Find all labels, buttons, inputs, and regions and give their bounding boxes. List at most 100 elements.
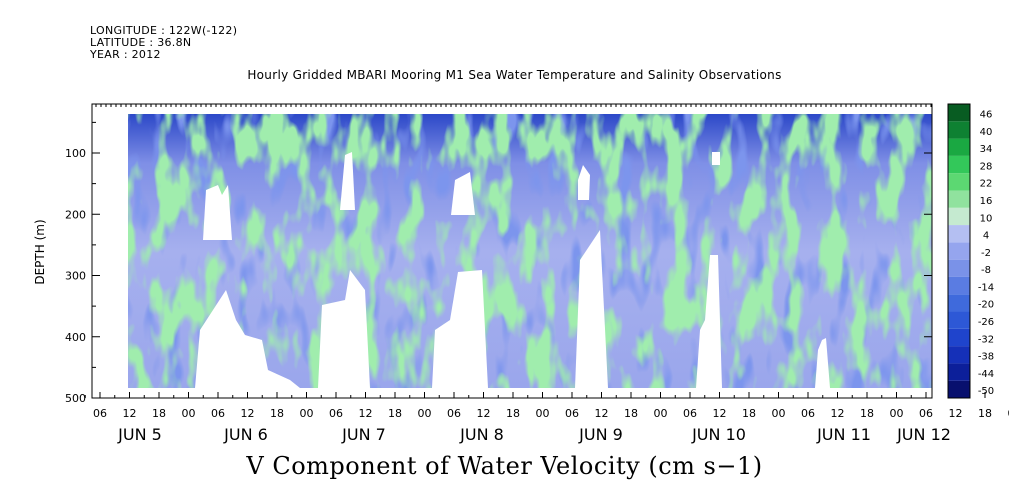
y-tick-label: 300 <box>65 270 86 283</box>
colorbar-label: -8 <box>981 265 991 276</box>
colorbar-swatch <box>948 207 970 226</box>
colorbar-swatch <box>948 259 970 277</box>
missing-data-region <box>815 338 830 388</box>
missing-data-region <box>696 255 722 388</box>
x-hour-label: 12 <box>123 407 137 420</box>
x-hour-label: 06 <box>801 407 815 420</box>
colorbar-label: 34 <box>980 144 993 155</box>
colorbar-label: -20 <box>978 300 994 311</box>
colorbar-swatch <box>948 121 970 139</box>
x-hour-label: 18 <box>506 407 520 420</box>
x-hour-label: 12 <box>831 407 845 420</box>
x-hour-label: 00 <box>654 407 668 420</box>
latitude-label: LATITUDE : 36.8N <box>90 36 192 49</box>
missing-data-region <box>195 290 300 388</box>
x-hour-label: 12 <box>241 407 255 420</box>
colorbar-swatch <box>948 225 970 243</box>
longitude-label: LONGITUDE : 122W(-122) <box>90 24 238 37</box>
x-day-label: JUN 7 <box>341 425 386 444</box>
missing-data-region <box>432 270 488 388</box>
colorbar-label: 4 <box>983 231 989 242</box>
x-hour-label: 18 <box>270 407 284 420</box>
x-day-label: JUN 12 <box>896 425 951 444</box>
x-hour-label: 12 <box>359 407 373 420</box>
colorbar-label: 10 <box>980 213 993 224</box>
colorbar: 46 40 34 28 22 16 10 4 -2 -8 -14 -20 -26 -32 -38 -44 -50 <box>947 103 994 399</box>
x-hour-label: 06 <box>919 407 933 420</box>
x-hour-label: 18 <box>152 407 166 420</box>
missing-data-region <box>451 172 475 215</box>
colorbar-label: 16 <box>980 196 993 207</box>
colorbar-swatch <box>948 328 970 347</box>
x-day-label: JUN 9 <box>578 425 623 444</box>
y-tick-label: 400 <box>65 331 86 344</box>
x-hour-label: 06 <box>683 407 697 420</box>
x-hour-label: 18 <box>742 407 756 420</box>
x-day-label: JUN 8 <box>459 425 504 444</box>
x-hour-label: 00 <box>418 407 432 420</box>
missing-data-region <box>712 152 720 165</box>
colorbar-swatch <box>948 104 970 122</box>
x-hour-label: 06 <box>329 407 343 420</box>
x-hour-label: 12 <box>595 407 609 420</box>
x-hour-label: 06 <box>447 407 461 420</box>
x-hour-label: 12 <box>949 407 963 420</box>
x-hour-label: 18 <box>978 407 992 420</box>
y-axis-label: DEPTH (m) <box>33 219 47 284</box>
x-hour-label: 06 <box>565 407 579 420</box>
missing-data-region <box>340 152 355 210</box>
chart-title: Hourly Gridded MBARI Mooring M1 Sea Wate… <box>247 68 782 82</box>
colorbar-label: -50 <box>978 386 994 397</box>
year-label: YEAR : 2012 <box>90 48 161 61</box>
colorbar-swatch <box>948 190 970 208</box>
x-hour-label: 00 <box>182 407 196 420</box>
x-axis-title: V Component of Water Velocity (cm s−1) <box>246 452 763 480</box>
x-hour-label: 12 <box>713 407 727 420</box>
x-hour-label: 00 <box>772 407 786 420</box>
colorbar-label: -2 <box>981 248 991 259</box>
x-hour-label: 12 <box>477 407 491 420</box>
x-hour-label: 00 <box>300 407 314 420</box>
colorbar-swatch <box>948 173 970 191</box>
colorbar-label: -32 <box>978 334 994 345</box>
colorbar-swatch <box>948 294 970 312</box>
colorbar-label: 40 <box>980 127 993 138</box>
colorbar-swatch <box>948 380 970 398</box>
colorbar-swatch <box>948 346 970 364</box>
y-tick-label: 100 <box>65 147 86 160</box>
missing-data-gaps <box>92 104 932 398</box>
missing-data-region <box>318 270 370 388</box>
colorbar-label: -14 <box>978 282 994 293</box>
colorbar-label: 22 <box>980 179 993 190</box>
x-hour-label: 18 <box>860 407 874 420</box>
missing-data-region <box>92 104 128 398</box>
y-tick-label: 500 <box>65 392 86 405</box>
missing-data-region <box>578 165 590 200</box>
x-hour-label: 06 <box>93 407 107 420</box>
colorbar-label: -38 <box>978 352 994 363</box>
x-day-label: JUN 6 <box>223 425 268 444</box>
x-day-label: JUN 5 <box>117 425 162 444</box>
colorbar-label: 28 <box>980 161 993 172</box>
missing-data-region <box>203 185 232 240</box>
y-tick-label: 200 <box>65 208 86 221</box>
x-day-label: JUN 10 <box>691 425 746 444</box>
colorbar-swatch <box>948 138 970 156</box>
x-day-label: JUN 11 <box>816 425 871 444</box>
x-hour-label: 18 <box>388 407 402 420</box>
missing-data-region <box>128 388 932 398</box>
colorbar-swatch <box>948 155 970 174</box>
plot-frame <box>91 103 933 399</box>
x-hour-label: 06 <box>211 407 225 420</box>
x-hour-label: 18 <box>624 407 638 420</box>
colorbar-frame <box>947 103 971 399</box>
colorbar-label: -44 <box>978 369 994 380</box>
colorbar-label: 46 <box>980 110 993 121</box>
colorbar-swatch <box>948 311 970 329</box>
x-hour-label: 00 <box>890 407 904 420</box>
colorbar-swatch <box>948 363 970 381</box>
missing-data-region <box>575 230 608 388</box>
x-hour-label: 00 <box>536 407 550 420</box>
colorbar-label: -26 <box>978 317 994 328</box>
